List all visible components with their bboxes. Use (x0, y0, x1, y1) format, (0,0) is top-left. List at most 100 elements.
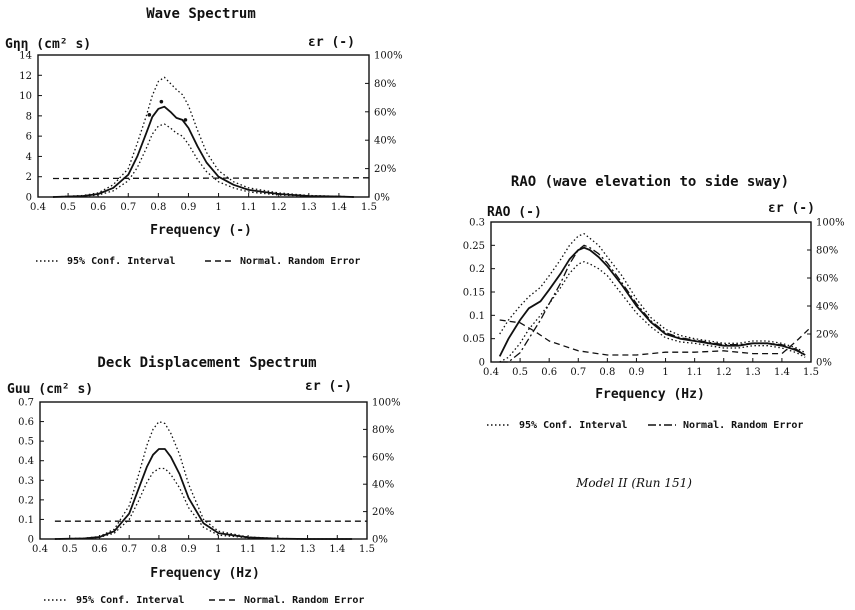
y-axis-right-label: εr (-) (768, 201, 815, 216)
x-tick-label: 0.8 (599, 367, 615, 378)
y-tick-label: 4 (26, 152, 32, 163)
x-tick-label: 1.4 (331, 202, 347, 213)
y-tick-label: 14 (19, 51, 32, 62)
y-tick-label: 10 (19, 91, 32, 102)
data-point-marker (159, 99, 164, 104)
y-tick-label: 0.4 (18, 456, 34, 467)
x-tick-label: 1.4 (774, 367, 790, 378)
x-tick-label: 1 (215, 202, 221, 213)
series-line-dotted (499, 233, 806, 354)
x-tick-label: 1.1 (687, 367, 703, 378)
series-line-dotted (54, 467, 353, 540)
x-axis-label: Frequency (-) (150, 223, 252, 238)
series-line-dotted (499, 261, 806, 363)
y-tick-label: 0.6 (18, 417, 34, 428)
y-tick-label: 0.15 (463, 288, 485, 299)
series-line-dotted (54, 420, 353, 540)
legend: 95% Conf. Interval Normal. Random Error (487, 420, 803, 431)
y-right-tick-label: 80% (374, 79, 396, 90)
y-tick-label: 8 (26, 111, 32, 122)
x-tick-label: 0.8 (151, 544, 167, 555)
x-tick-label: 1.1 (241, 202, 257, 213)
x-tick-label: 1.3 (300, 544, 316, 555)
y-tick-label: 0.25 (463, 241, 485, 252)
chart-title: RAO (wave elevation to side sway) (511, 174, 789, 190)
y-right-tick-label: 20% (816, 330, 838, 341)
y-right-tick-label: 80% (372, 425, 394, 436)
x-tick-label: 1.2 (716, 367, 732, 378)
wave-spectrum-chart: Wave Spectrum Gηη (cm² s) εr (-) Frequen… (5, 6, 403, 267)
y-axis-right-label: εr (-) (308, 35, 355, 50)
x-tick-label: 0.7 (570, 367, 586, 378)
y-right-tick-label: 0% (372, 535, 388, 546)
y-tick-label: 0.3 (18, 476, 34, 487)
legend-error-label: Normal. Random Error (244, 595, 364, 606)
x-tick-label: 0.5 (62, 544, 78, 555)
y-axis-left-label: Gηη (cm² s) (5, 37, 91, 52)
x-tick-label: 1.2 (270, 544, 286, 555)
x-tick-label: 1.2 (271, 202, 287, 213)
plot-frame (490, 221, 812, 363)
x-axis-label: Frequency (Hz) (150, 566, 260, 581)
x-tick-label: 1.3 (745, 367, 761, 378)
y-axis-right-label: εr (-) (305, 379, 352, 394)
y-tick-label: 0.2 (18, 495, 34, 506)
y-right-tick-label: 60% (816, 274, 838, 285)
y-right-tick-label: 20% (372, 507, 394, 518)
x-tick-label: 1.5 (803, 367, 819, 378)
y-tick-label: 2 (26, 172, 32, 183)
y-right-tick-label: 100% (372, 398, 401, 409)
series-line-dashdot (499, 244, 806, 363)
data-point-marker (183, 118, 188, 122)
x-tick-label: 1.3 (301, 202, 317, 213)
legend-error-label: Normal. Random Error (240, 256, 360, 267)
y-tick-label: 0.3 (469, 218, 485, 229)
x-tick-label: 0.4 (30, 202, 46, 213)
deck-displacement-chart: Deck Displacement Spectrum Guu (cm² s) ε… (7, 355, 401, 606)
x-tick-label: 0.4 (483, 367, 499, 378)
x-tick-label: 0.8 (150, 202, 166, 213)
y-right-tick-label: 80% (816, 246, 838, 257)
x-tick-label: 0.9 (181, 202, 197, 213)
y-tick-label: 0.2 (469, 264, 485, 275)
y-right-tick-label: 0% (816, 358, 832, 369)
y-right-tick-label: 60% (374, 107, 396, 118)
y-tick-label: 0.5 (18, 437, 34, 448)
x-tick-label: 1.5 (359, 544, 375, 555)
plot-frame (39, 401, 368, 540)
series-line-dashed (499, 319, 812, 356)
x-tick-label: 0.7 (120, 202, 136, 213)
x-tick-label: 0.5 (512, 367, 528, 378)
y-right-tick-label: 60% (372, 452, 394, 463)
series-line-solid (54, 448, 353, 540)
legend-conf-label: 95% Conf. Interval (67, 256, 175, 267)
y-tick-label: 0.1 (18, 515, 34, 526)
y-right-tick-label: 100% (816, 218, 845, 229)
series-line-dotted (52, 76, 355, 198)
x-tick-label: 0.6 (90, 202, 106, 213)
y-tick-label: 0.1 (469, 311, 485, 322)
y-tick-label: 12 (19, 71, 32, 82)
y-right-tick-label: 0% (374, 193, 390, 204)
y-right-tick-label: 40% (374, 136, 396, 147)
legend-error-label: Normal. Random Error (683, 420, 803, 431)
y-right-tick-label: 40% (816, 302, 838, 313)
y-tick-label: 0.05 (463, 334, 485, 345)
y-tick-label: 0 (28, 535, 34, 546)
x-tick-label: 0.5 (60, 202, 76, 213)
data-point-marker (147, 113, 152, 117)
y-tick-label: 0 (26, 193, 32, 204)
x-tick-label: 0.7 (121, 544, 137, 555)
x-tick-label: 0.6 (92, 544, 108, 555)
y-axis-left-label: RAO (-) (487, 205, 542, 220)
x-tick-label: 0.6 (541, 367, 557, 378)
x-tick-label: 1.5 (361, 202, 377, 213)
series-line-dashed (52, 177, 370, 180)
x-tick-label: 0.9 (181, 544, 197, 555)
legend: 95% Conf. Interval Normal. Random Error (44, 595, 364, 606)
y-axis-left-label: Guu (cm² s) (7, 382, 93, 397)
y-right-tick-label: 100% (374, 51, 403, 62)
legend-conf-label: 95% Conf. Interval (519, 420, 627, 431)
x-tick-label: 1.1 (240, 544, 256, 555)
